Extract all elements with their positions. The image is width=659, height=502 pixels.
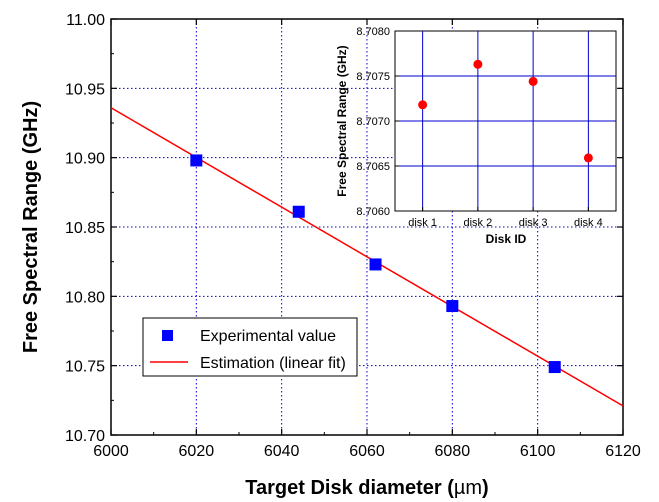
inset-y-tick-label: 8.7065	[356, 161, 390, 173]
y-tick-label: 10.70	[65, 428, 105, 445]
inset-point	[473, 59, 483, 69]
x-axis-title-suffix: )	[482, 477, 489, 499]
y-tick-label: 10.80	[65, 289, 105, 306]
legend-box	[142, 317, 358, 377]
experimental-point	[369, 258, 382, 271]
y-tick-label: 11.00	[66, 12, 105, 29]
inset-x-tick-label: disk 2	[464, 217, 493, 229]
x-axis-title-unit: µm	[454, 477, 482, 499]
y-tick-label: 10.90	[65, 151, 105, 168]
y-axis-title: Free Spectral Range (GHz)	[20, 101, 42, 353]
experimental-point	[548, 361, 561, 374]
experimental-point	[446, 300, 459, 313]
inset-chart: disk 1 disk 2 disk 3 disk 4 8.7060 8.7065 8.70…	[335, 26, 617, 246]
inset-y-tick-label: 8.7080	[356, 26, 390, 38]
inset-x-tick-label: disk 1	[408, 217, 437, 229]
legend-label-fit: Estimation (linear fit)	[200, 355, 346, 372]
inset-x-tick-label: disk 4	[574, 217, 603, 229]
y-tick-label: 10.85	[65, 220, 105, 237]
x-tick-label: 6060	[349, 443, 385, 460]
experimental-point	[190, 154, 203, 167]
y-tick-label: 10.95	[65, 81, 105, 98]
inset-y-tick-label: 8.7060	[356, 206, 390, 218]
inset-point	[528, 76, 538, 86]
inset-x-axis-title: Disk ID	[486, 232, 527, 246]
experimental-point	[292, 205, 305, 218]
x-tick-label: 6100	[520, 443, 556, 460]
legend-square-marker	[162, 330, 173, 341]
inset-point	[418, 100, 428, 110]
inset-y-tick-label: 8.7075	[356, 71, 390, 83]
y-tick-label: 10.75	[65, 359, 105, 376]
x-tick-label: 6080	[435, 443, 471, 460]
inset-x-tick-label: disk 3	[519, 217, 548, 229]
x-tick-label: 6120	[605, 443, 641, 460]
x-tick-label: 6040	[264, 443, 300, 460]
inset-grid	[395, 31, 616, 211]
inset-ticks: disk 1 disk 2 disk 3 disk 4 8.7060 8.7065 8.70…	[356, 26, 602, 229]
inset-point	[583, 153, 593, 163]
inset-points	[418, 59, 593, 163]
x-axis-title-prefix: Target Disk diameter (	[245, 477, 454, 499]
legend-label-experimental: Experimental value	[200, 328, 336, 345]
inset-y-tick-label: 8.7070	[356, 116, 390, 128]
x-axis-title: Target Disk diameter (µm)	[245, 477, 488, 499]
x-tick-label: 6000	[93, 443, 129, 460]
x-tick-label: 6020	[179, 443, 215, 460]
main-points	[190, 154, 561, 374]
main-ticks: 6000 6020 6040 6060 6080 6100 6120 10.70 10.75 10…	[65, 12, 641, 460]
legend: Experimental value Estimation (linear fi…	[142, 317, 358, 377]
inset-y-axis-title: Free Spectral Range (GHz)	[335, 45, 349, 196]
